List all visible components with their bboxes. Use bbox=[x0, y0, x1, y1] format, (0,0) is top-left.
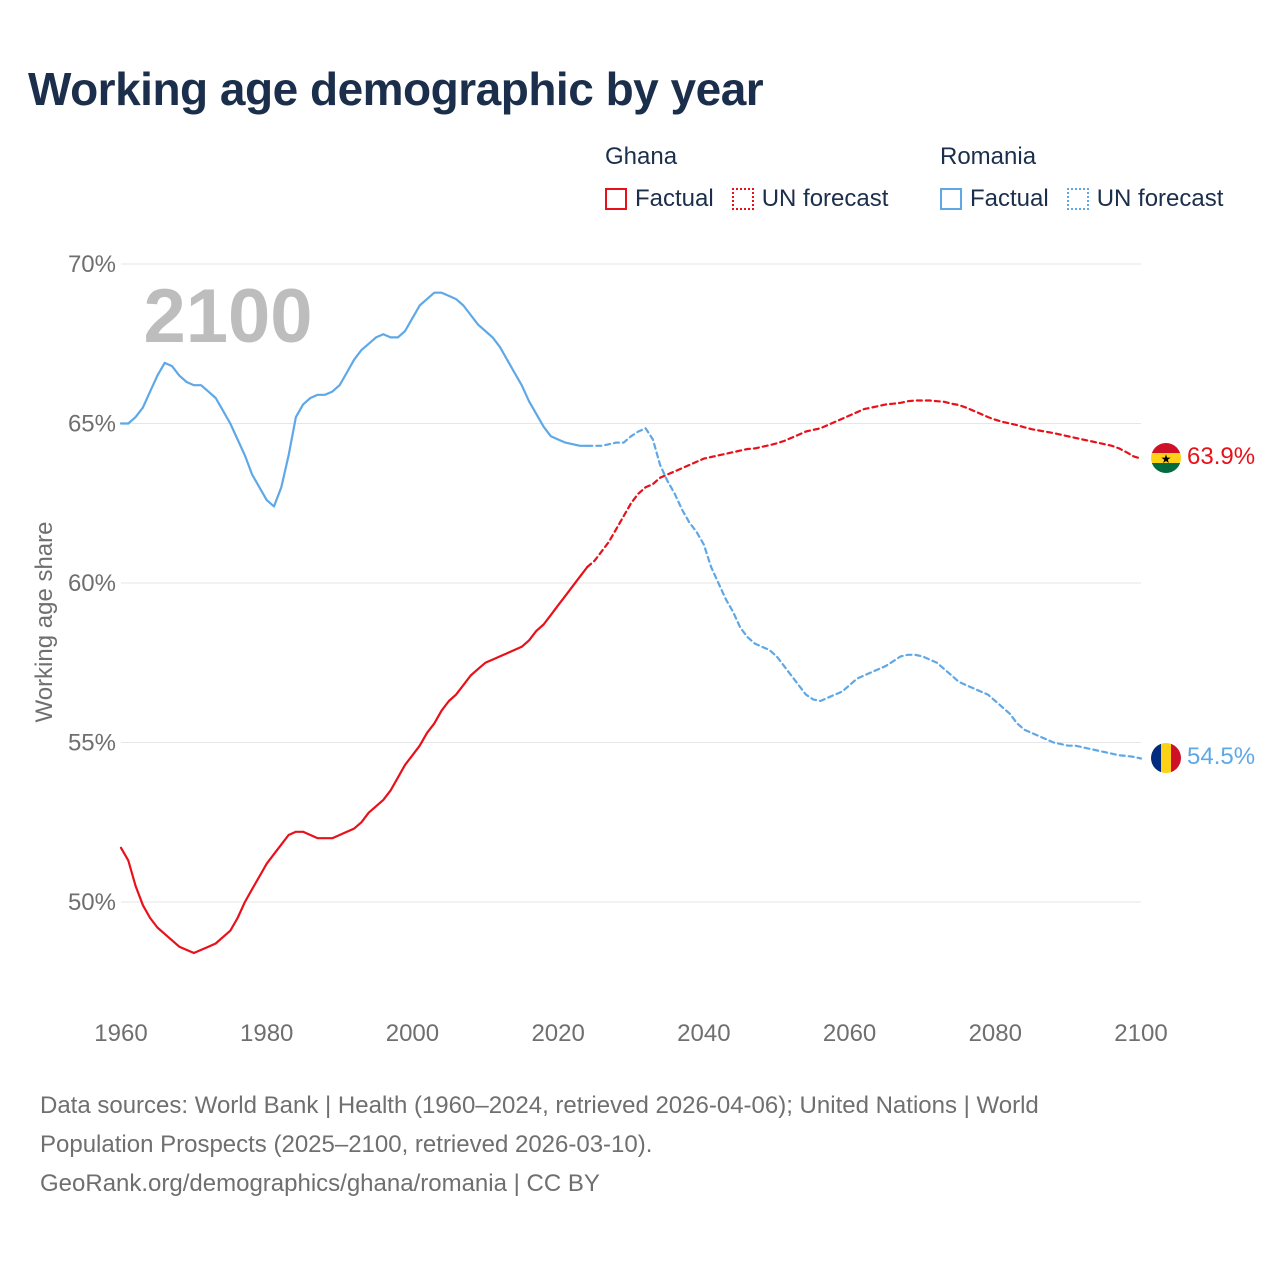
legend-group-ghana-title: Ghana bbox=[605, 143, 678, 170]
x-tick-label: 2000 bbox=[386, 1020, 439, 1047]
y-tick-label: 50% bbox=[68, 889, 116, 916]
legend-group-romania: Factual UN forecast bbox=[940, 185, 1241, 213]
x-tick-label: 2080 bbox=[969, 1020, 1022, 1047]
series-line-ghana-factual[interactable] bbox=[119, 565, 589, 955]
legend-ghana-factual-label: Factual bbox=[635, 185, 714, 212]
legend-romania-forecast[interactable]: UN forecast bbox=[1066, 185, 1224, 213]
legend-romania-factual-label: Factual bbox=[970, 185, 1049, 212]
year-watermark: 2100 bbox=[143, 274, 312, 359]
x-tick-label: 2020 bbox=[531, 1020, 584, 1047]
y-tick-label: 70% bbox=[68, 251, 116, 278]
series-line-ghana-forecast[interactable] bbox=[586, 399, 1143, 569]
footer-attribution: GeoRank.org/demographics/ghana/romania |… bbox=[40, 1170, 600, 1197]
flag-romania-icon bbox=[1151, 743, 1181, 773]
svg-text:★: ★ bbox=[1161, 452, 1172, 466]
legend-group-ghana: Factual UN forecast bbox=[605, 185, 906, 213]
legend-swatch-romania-forecast bbox=[1066, 188, 1089, 210]
x-tick-label: 1980 bbox=[240, 1020, 293, 1047]
y-tick-label: 65% bbox=[68, 411, 116, 438]
legend-swatch-ghana-forecast bbox=[731, 188, 754, 210]
footer: Data sources: World Bank | Health (1960–… bbox=[40, 1086, 1240, 1203]
legend-group-romania-title: Romania bbox=[940, 143, 1037, 170]
series-line-romania-factual[interactable] bbox=[119, 291, 589, 508]
legend-romania-factual[interactable]: Factual bbox=[940, 185, 1049, 213]
x-tick-label: 1960 bbox=[94, 1020, 147, 1047]
x-tick-label: 2040 bbox=[677, 1020, 730, 1047]
end-label-romania: 54.5% bbox=[1187, 743, 1255, 770]
legend-ghana-forecast-label: UN forecast bbox=[761, 185, 889, 212]
y-tick-label: 60% bbox=[68, 570, 116, 597]
legend-ghana-forecast[interactable]: UN forecast bbox=[731, 185, 889, 213]
footer-sources-line1: Data sources: World Bank | Health (1960–… bbox=[40, 1092, 1039, 1119]
end-label-ghana: 63.9% bbox=[1187, 443, 1255, 470]
x-tick-label: 2060 bbox=[823, 1020, 876, 1047]
chart-title: Working age demographic by year bbox=[28, 63, 764, 115]
flag-ghana-icon: ★ bbox=[1151, 443, 1181, 473]
y-axis-label: Working age share bbox=[31, 522, 58, 723]
series-line-romania-forecast[interactable] bbox=[586, 427, 1143, 760]
y-tick-label: 55% bbox=[68, 730, 116, 757]
legend-ghana-factual[interactable]: Factual bbox=[605, 185, 714, 213]
legend-swatch-ghana-factual bbox=[605, 188, 627, 210]
x-tick-label: 2100 bbox=[1114, 1020, 1167, 1047]
legend-romania-forecast-label: UN forecast bbox=[1096, 185, 1224, 212]
legend-swatch-romania-factual bbox=[940, 188, 962, 210]
footer-sources-line2: Population Prospects (2025–2100, retriev… bbox=[40, 1131, 653, 1158]
